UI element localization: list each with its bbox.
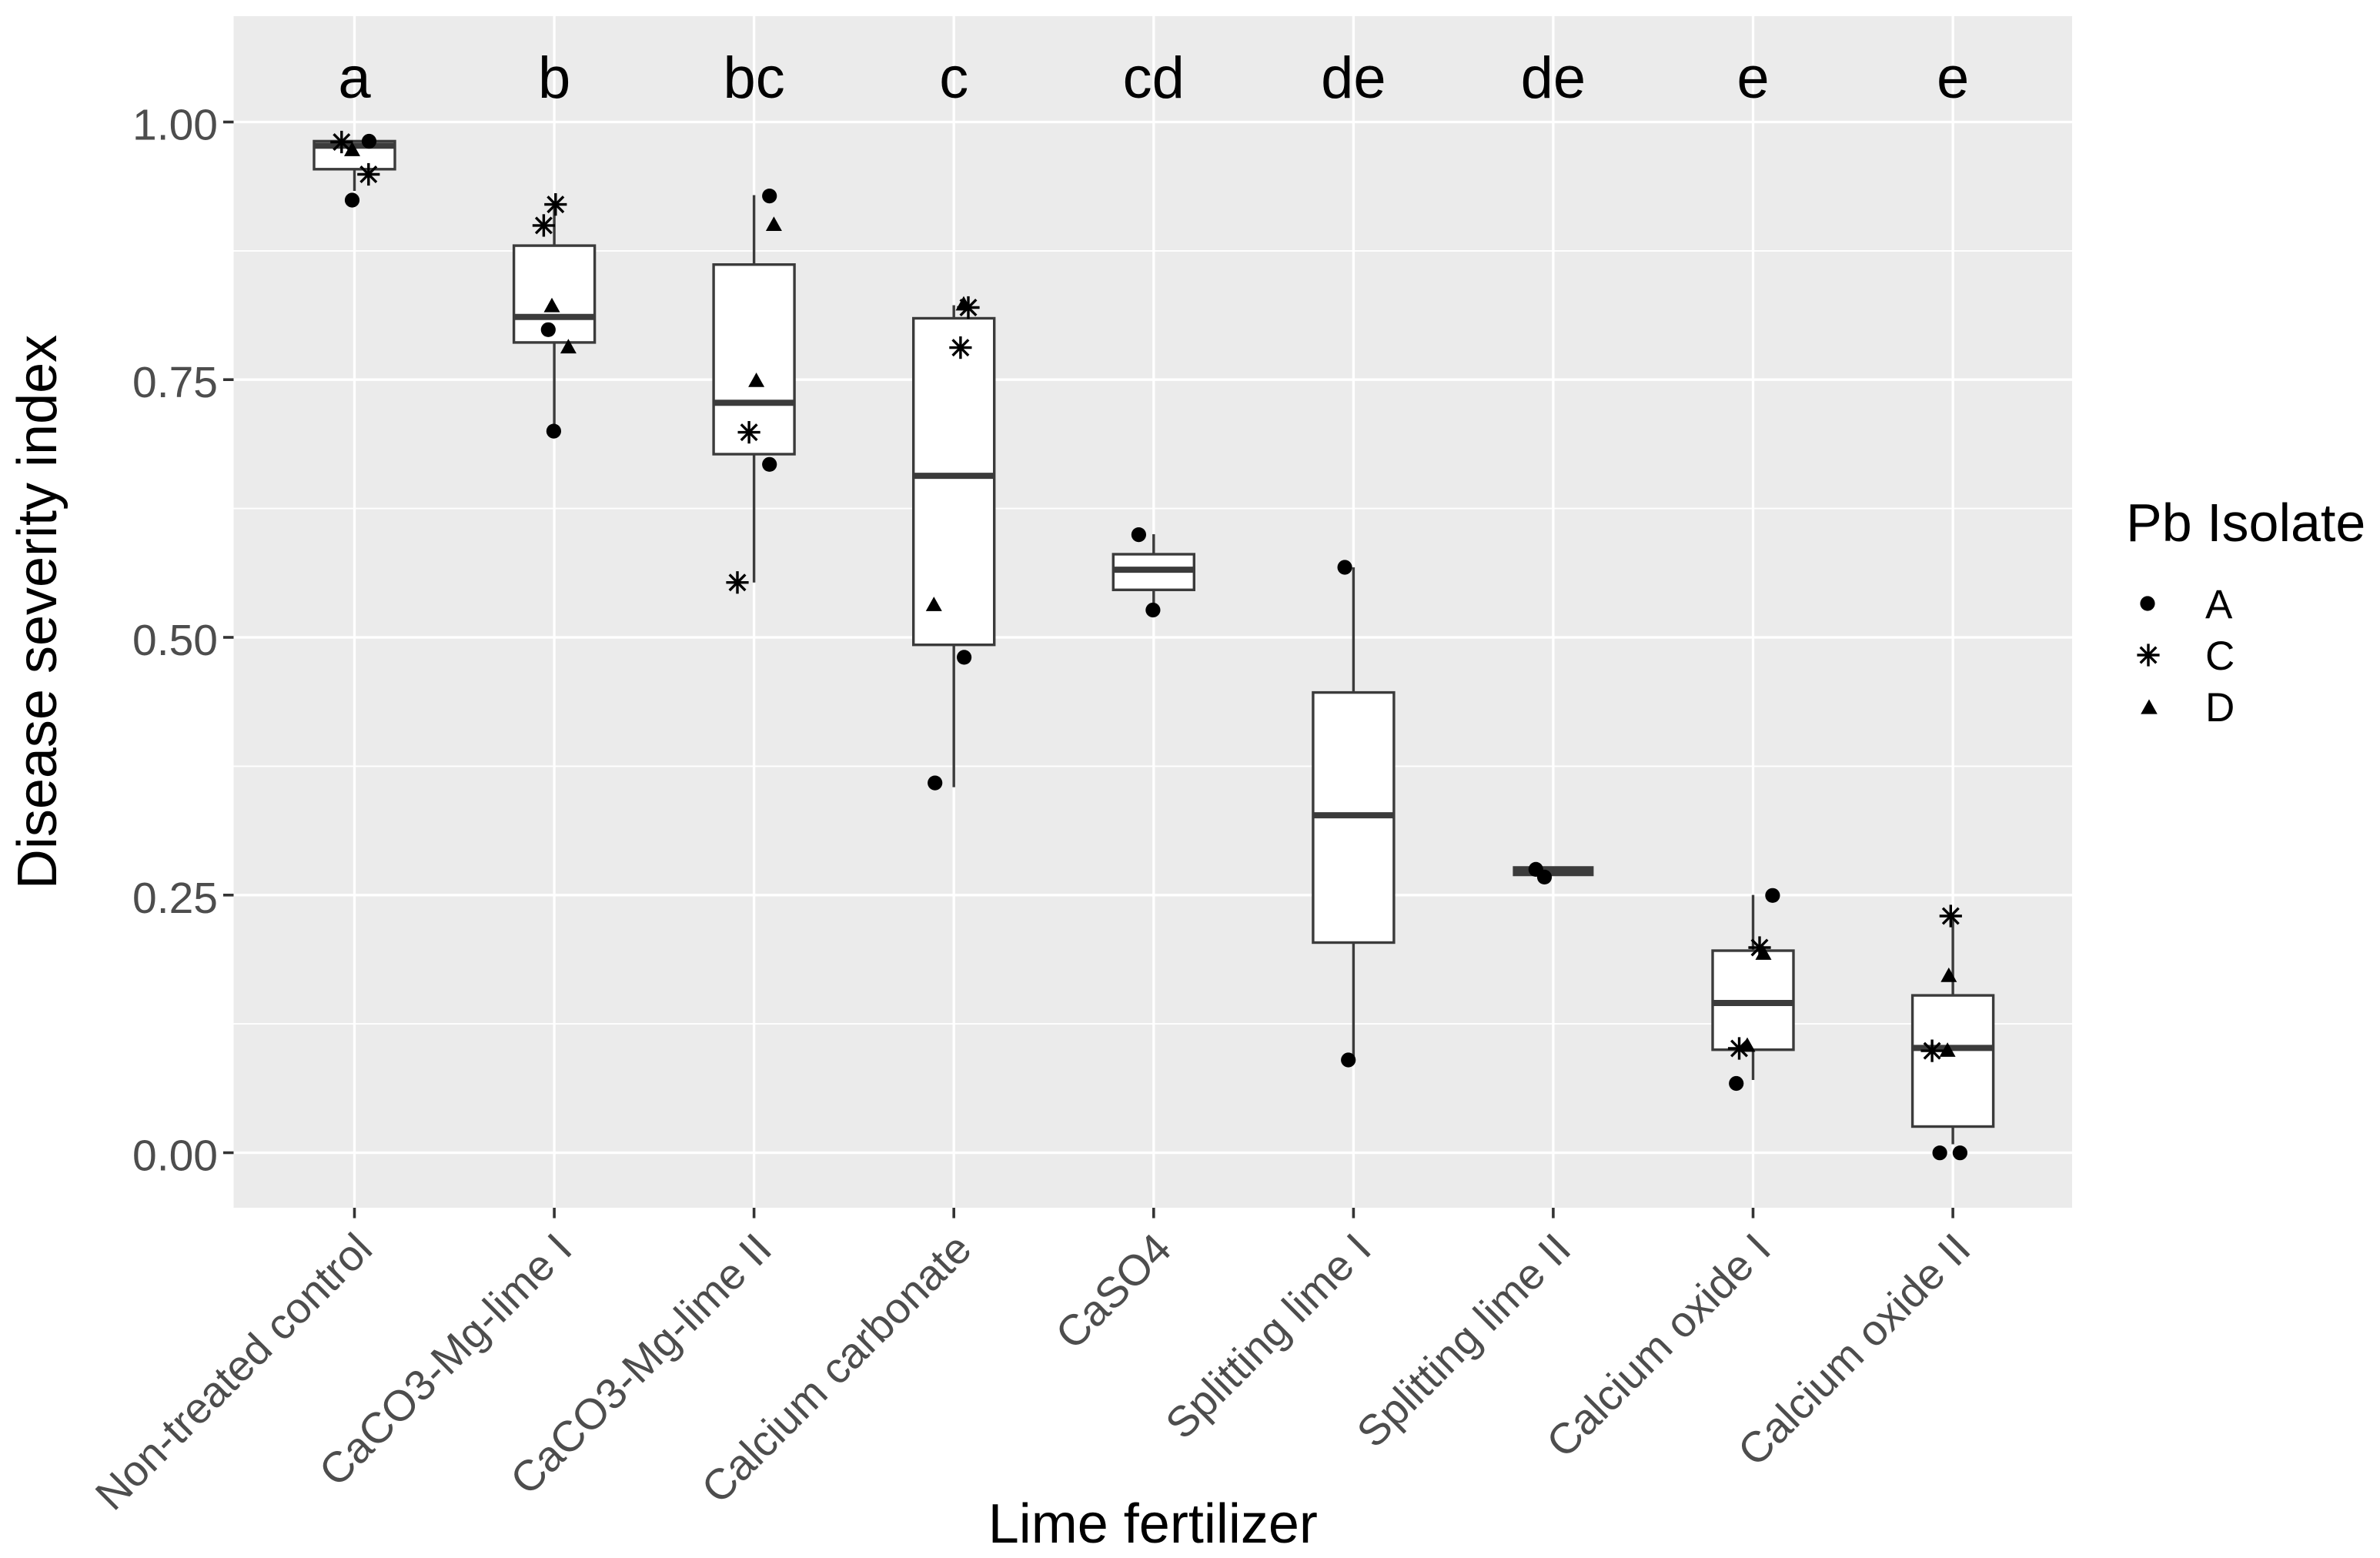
svg-text:0.75: 0.75 [132, 358, 218, 407]
svg-text:Lime fertilizer: Lime fertilizer [988, 1493, 1318, 1555]
svg-text:cd: cd [1123, 45, 1185, 111]
svg-text:C: C [2205, 634, 2235, 679]
svg-text:de: de [1521, 45, 1586, 111]
svg-text:e: e [1937, 45, 1969, 111]
svg-text:Disease severity index: Disease severity index [7, 335, 69, 889]
svg-text:0.00: 0.00 [132, 1132, 218, 1181]
svg-text:c: c [939, 45, 968, 111]
svg-text:1.00: 1.00 [132, 101, 218, 150]
svg-text:e: e [1737, 45, 1769, 111]
svg-text:A: A [2205, 582, 2233, 627]
svg-text:Pb Isolate: Pb Isolate [2126, 493, 2365, 553]
svg-text:a: a [338, 45, 371, 111]
svg-text:b: b [538, 45, 570, 111]
svg-text:0.50: 0.50 [132, 616, 218, 665]
svg-text:0.25: 0.25 [132, 874, 218, 923]
svg-text:D: D [2205, 685, 2235, 731]
svg-text:de: de [1321, 45, 1386, 111]
svg-text:bc: bc [723, 45, 784, 111]
